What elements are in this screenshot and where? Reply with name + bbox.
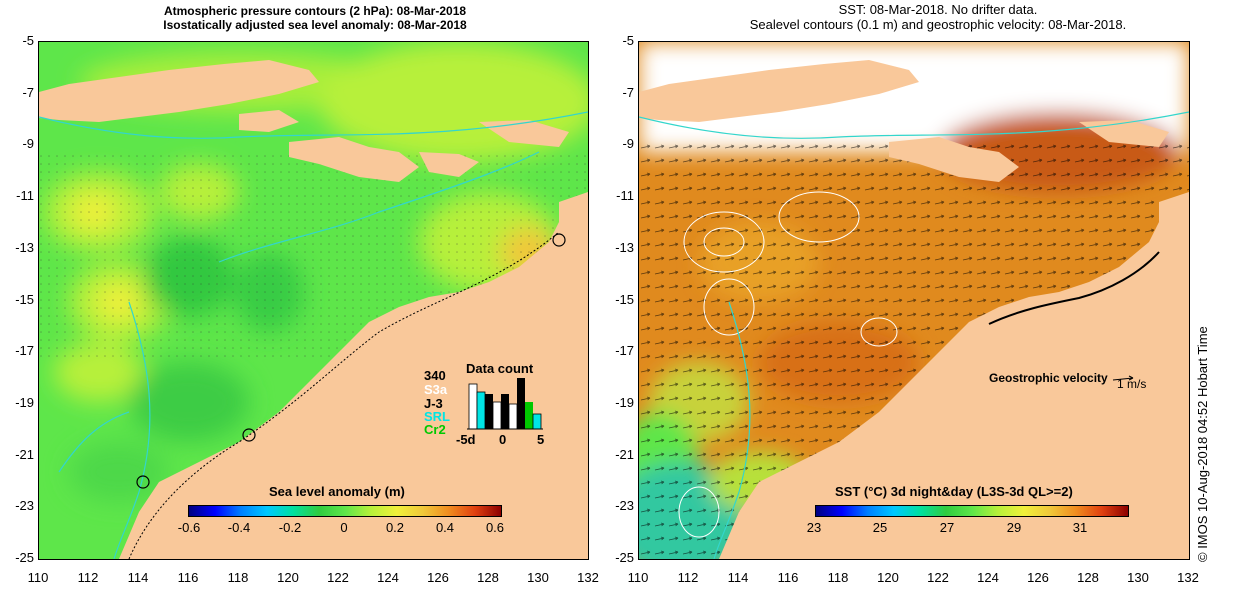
- lon-tick-label: 112: [77, 570, 99, 585]
- lat-tick-label: -9: [22, 136, 34, 152]
- velocity-scale-arrow: [1112, 377, 1134, 381]
- sst-cb-tick: 27: [939, 520, 955, 535]
- lon-tick-label: 114: [727, 570, 749, 585]
- data-count-number: 340: [424, 368, 446, 383]
- lat-tick-label: -21: [615, 446, 634, 462]
- lon-tick-label: 114: [127, 570, 149, 585]
- sla-coast-contour: [128, 231, 560, 559]
- sla-colorbar: [188, 505, 502, 517]
- right-title-line1: SST: 08-Mar-2018. No drifter data.: [838, 2, 1038, 17]
- sla-cb-tick: -0.6: [177, 520, 201, 535]
- data-count-chart: [467, 378, 543, 430]
- lon-tick-label: 118: [827, 570, 849, 585]
- lon-tick-label: 132: [1177, 570, 1199, 585]
- lat-tick-label: -13: [15, 239, 34, 255]
- sst-map[interactable]: [638, 41, 1190, 560]
- sst-coastal-detail: [988, 251, 1160, 325]
- tide-gauge-marker[interactable]: [552, 233, 566, 247]
- sst-cb-tick: 29: [1006, 520, 1022, 535]
- lat-tick-label: -11: [616, 188, 634, 204]
- tide-gauge-marker[interactable]: [242, 428, 256, 442]
- left-title-line1: Atmospheric pressure contours (2 hPa): 0…: [163, 4, 467, 18]
- sla-land: [39, 60, 588, 559]
- sst-cb-tick: 23: [806, 520, 822, 535]
- velocity-legend-label: Geostrophic velocity: [989, 371, 1108, 385]
- lat-tick-label: -17: [615, 343, 634, 359]
- velocity-legend-scale: 1 m/s: [1117, 377, 1147, 391]
- sst-contour-cyan: [639, 111, 1189, 139]
- sla-cb-tick: 0.2: [385, 520, 405, 535]
- lon-tick-label: 126: [427, 570, 449, 585]
- data-count-tick-neg5: -5d: [456, 432, 476, 447]
- lat-tick-label: -15: [615, 291, 634, 307]
- lat-tick-label: -25: [15, 550, 34, 565]
- sat-j3: J-3: [424, 396, 443, 411]
- lat-tick-label: -23: [15, 498, 34, 514]
- left-title-line2: Isostatically adjusted sea level anomaly…: [163, 18, 467, 32]
- sst-colorbar: [815, 505, 1129, 517]
- sst-contour-cyan: [713, 301, 751, 559]
- lat-tick-label: -21: [15, 446, 34, 462]
- data-count-tick-5: 5: [537, 432, 545, 447]
- sst-cb-tick: 25: [872, 520, 888, 535]
- lon-tick-label: 124: [377, 570, 399, 585]
- lon-tick-label: 130: [1127, 570, 1149, 585]
- sla-cb-tick: 0.4: [435, 520, 455, 535]
- lat-tick-label: -13: [615, 239, 634, 255]
- imos-credit: © IMOS 10-Aug-2018 04:52 Hobart Time: [1195, 326, 1210, 562]
- sla-cb-tick: 0.6: [485, 520, 505, 535]
- lat-tick-label: -19: [15, 394, 34, 410]
- lon-tick-label: 128: [477, 570, 499, 585]
- lon-tick-label: 112: [677, 570, 699, 585]
- lat-tick-label: -5: [22, 33, 34, 48]
- lon-tick-label: 122: [327, 570, 349, 585]
- lon-tick-label: 116: [177, 570, 199, 585]
- sla-map[interactable]: [38, 41, 589, 560]
- data-count-title: Data count: [466, 361, 534, 376]
- lat-tick-label: -9: [622, 136, 634, 152]
- sla-cb-tick: -0.4: [227, 520, 251, 535]
- lon-tick-label: 130: [527, 570, 549, 585]
- sla-cb-tick: 0: [340, 520, 348, 535]
- lon-tick-label: 128: [1077, 570, 1099, 585]
- lat-tick-label: -23: [615, 498, 634, 514]
- sat-s3a: S3a: [424, 382, 448, 397]
- lon-tick-label: 120: [277, 570, 299, 585]
- sst-cb-tick: 31: [1072, 520, 1088, 535]
- lon-tick-label: 124: [977, 570, 999, 585]
- sat-cr2: Cr2: [424, 422, 446, 437]
- right-title-line2: Sealevel contours (0.1 m) and geostrophi…: [749, 17, 1127, 32]
- lon-tick-label: 110: [627, 570, 649, 585]
- sst-land: [639, 60, 1189, 559]
- lat-tick-label: -17: [15, 343, 34, 359]
- tide-gauge-marker[interactable]: [136, 475, 150, 489]
- lat-tick-label: -5: [622, 33, 634, 48]
- lat-tick-label: -11: [16, 188, 34, 204]
- lon-tick-label: 126: [1027, 570, 1049, 585]
- lon-tick-label: 132: [577, 570, 599, 585]
- right-title: SST: 08-Mar-2018. No drifter data. Seale…: [638, 2, 1238, 32]
- lat-tick-label: -7: [622, 84, 634, 100]
- lon-tick-label: 120: [877, 570, 899, 585]
- lon-tick-label: 110: [27, 570, 49, 585]
- lon-tick-label: 122: [927, 570, 949, 585]
- sst-sealevel-contours: [678, 191, 898, 538]
- lon-tick-label: 118: [227, 570, 249, 585]
- sla-cb-tick: -0.2: [278, 520, 302, 535]
- sat-srl: SRL: [424, 409, 450, 424]
- sst-colorbar-label: SST (°C) 3d night&day (L3S-3d QL>=2): [835, 484, 1073, 499]
- sla-contours: [39, 111, 588, 559]
- data-count-tick-0: 0: [499, 432, 507, 447]
- lat-tick-label: -25: [615, 550, 634, 565]
- sst-map-svg: [639, 42, 1189, 559]
- lon-tick-label: 116: [777, 570, 799, 585]
- lat-tick-label: -7: [22, 84, 34, 100]
- sla-colorbar-label: Sea level anomaly (m): [269, 484, 405, 499]
- lat-tick-label: -15: [15, 291, 34, 307]
- left-title: Atmospheric pressure contours (2 hPa): 0…: [40, 4, 590, 32]
- sla-map-svg: [39, 42, 588, 559]
- lat-tick-label: -19: [615, 394, 634, 410]
